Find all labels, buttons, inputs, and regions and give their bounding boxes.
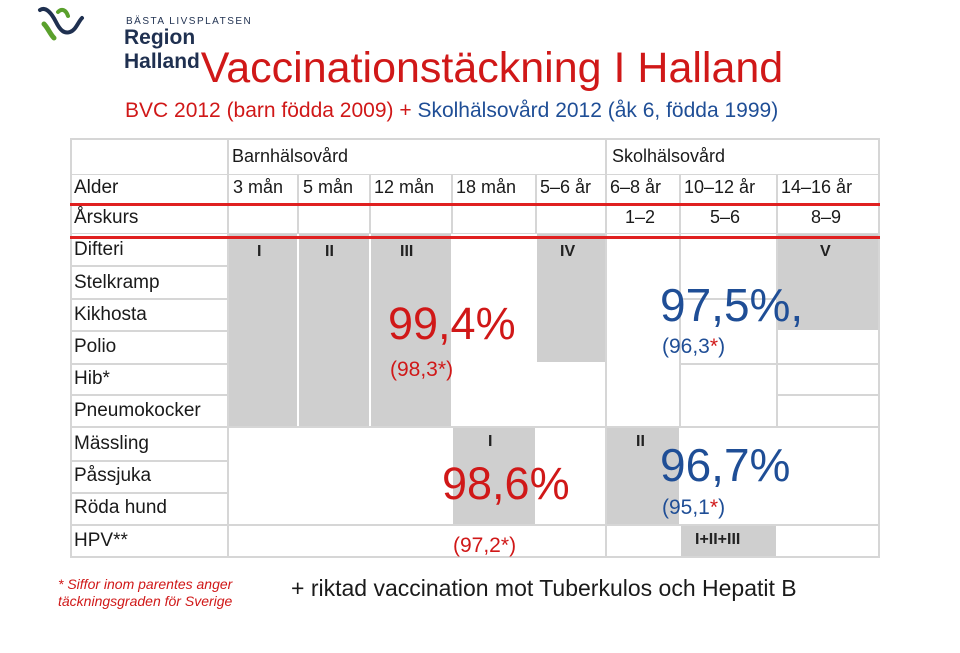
- grade-header: 8–9: [811, 207, 842, 227]
- row-label-passjuka: Påssjuka: [74, 465, 152, 486]
- stat-school-primary-sweden: (96,3*): [662, 335, 726, 358]
- stat-school-mmr: 96,7%: [660, 439, 791, 491]
- row-label-polio: Polio: [74, 336, 117, 357]
- region-halland-logo: BÄSTA LIVSPLATSEN Region Halland: [36, 4, 256, 73]
- age-header: 14–16 år: [781, 177, 853, 197]
- dose-bar: [229, 234, 297, 426]
- table-corner-cell: [72, 140, 227, 174]
- vaccination-table: Barnhälsovård Skolhälsovård Alder 3 mån …: [70, 138, 880, 558]
- table-cell: [371, 204, 451, 233]
- age-cell: [778, 175, 878, 203]
- row-label-massling: Mässling: [74, 433, 149, 454]
- row-label-hpv: HPV**: [74, 530, 128, 551]
- dose-label: II: [636, 433, 645, 450]
- stat-school-mmr-sweden: (95,1*): [662, 496, 726, 519]
- grade-cell: [778, 204, 878, 233]
- age-header: 5–6 år: [540, 177, 592, 197]
- table-cell: [453, 204, 535, 233]
- age-header: 12 mån: [374, 177, 435, 197]
- footnote-line: * Siffor inom parentes anger: [58, 576, 233, 592]
- dose-bar: [537, 234, 605, 362]
- row-label-difteri: Difteri: [74, 239, 124, 260]
- red-divider-line: [70, 203, 880, 206]
- dose-bar: [299, 234, 369, 426]
- red-divider-line: [70, 236, 880, 239]
- grade-cell: [681, 204, 776, 233]
- age-cell: [371, 175, 451, 203]
- dose-bar: [453, 428, 535, 524]
- table-cell: [299, 204, 369, 233]
- row-label-pneumokocker: Pneumokocker: [74, 400, 201, 421]
- age-cell: [681, 175, 776, 203]
- group-header-school: Skolhälsovård: [612, 146, 726, 166]
- footnote: * Siffor inom parentes anger täckningsgr…: [58, 576, 232, 610]
- stat-bvc-primary-sweden: (98,3*): [390, 358, 454, 381]
- age-header: 5 mån: [303, 177, 354, 197]
- grade-header: 5–6: [710, 207, 741, 227]
- dose-label: I: [488, 433, 493, 450]
- subtitle-school: Skolhälsovård 2012 (åk 6, födda 1999): [417, 99, 779, 122]
- dose-bar: [607, 428, 679, 524]
- age-cell: [537, 175, 605, 203]
- dose-label: II: [325, 243, 334, 260]
- grade-cell: [607, 204, 679, 233]
- dose-bar: [681, 526, 776, 556]
- age-header: 3 mån: [233, 177, 284, 197]
- table-cell: [537, 204, 605, 233]
- footer-text: + riktad vaccination mot Tuberkulos och …: [291, 575, 797, 601]
- dose-label: V: [820, 243, 831, 260]
- row-label-cell: [72, 204, 227, 233]
- page-title: Vaccinationstäckning I Halland: [200, 44, 784, 92]
- group-header-cell: [607, 140, 878, 174]
- age-header: 18 mån: [456, 177, 517, 197]
- dose-label: I: [257, 243, 262, 260]
- logo-name: Region Halland: [124, 26, 200, 73]
- row-label-cell: [72, 175, 227, 203]
- age-cell: [229, 175, 297, 203]
- logo-tagline: BÄSTA LIVSPLATSEN: [126, 16, 253, 27]
- row-label-stelkramp: Stelkramp: [74, 272, 160, 293]
- stat-bvc-mmr: 98,6%: [442, 458, 570, 509]
- halland-emblem-icon: [38, 7, 84, 41]
- page-subtitle: BVC 2012 (barn födda 2009) + Skolhälsovå…: [125, 99, 778, 123]
- age-cell: [299, 175, 369, 203]
- row-label-hib: Hib*: [74, 368, 110, 389]
- stat-school-primary: 97,5%,: [660, 279, 804, 331]
- age-header: 10–12 år: [684, 177, 756, 197]
- subtitle-bvc: BVC 2012 (barn födda 2009) +: [125, 99, 418, 122]
- table-cell: [229, 204, 297, 233]
- dose-label: I+II+III: [695, 531, 741, 548]
- group-header-cell: [229, 140, 605, 174]
- row-label-alder: Alder: [74, 177, 119, 198]
- grade-header: 1–2: [625, 207, 656, 227]
- stat-bvc-primary: 99,4%: [388, 298, 516, 349]
- group-header-bvc: Barnhälsovård: [232, 146, 349, 166]
- age-cell: [453, 175, 535, 203]
- age-header: 6–8 år: [610, 177, 662, 197]
- dose-bar: [778, 234, 878, 330]
- dose-label: III: [400, 243, 414, 260]
- age-cell: [607, 175, 679, 203]
- stat-bvc-mmr-sweden: (97,2*): [453, 534, 517, 557]
- dose-bar: [371, 234, 451, 426]
- row-label-roda-hund: Röda hund: [74, 497, 167, 518]
- dose-label: IV: [560, 243, 576, 260]
- row-label-kikhosta: Kikhosta: [74, 304, 147, 325]
- row-label-arskurs: Årskurs: [74, 207, 139, 228]
- footnote-line: täckningsgraden för Sverige: [58, 593, 233, 609]
